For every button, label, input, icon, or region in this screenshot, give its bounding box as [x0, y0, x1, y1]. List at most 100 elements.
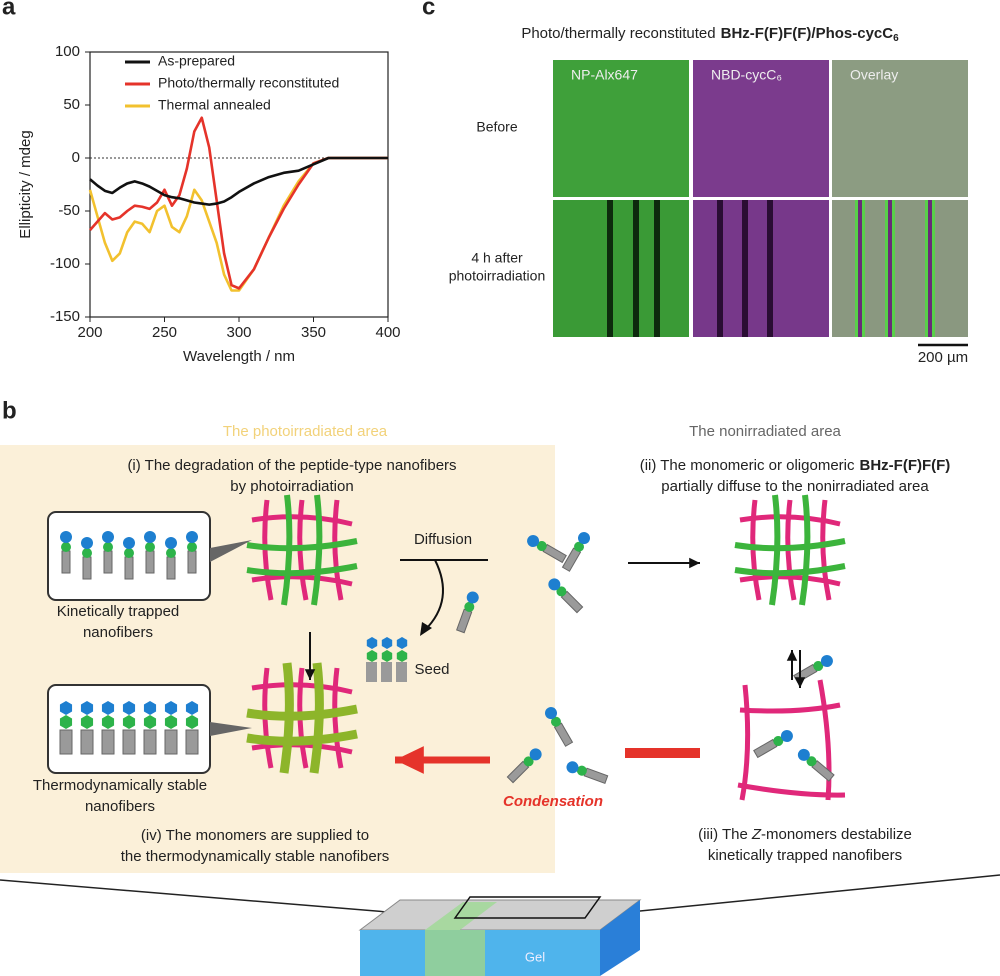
monomer: [456, 591, 479, 634]
y-tick-label: 50: [63, 96, 80, 113]
monomer-part: [578, 532, 590, 545]
row-label: photoirradiation: [449, 268, 546, 284]
micrograph: [693, 60, 829, 197]
nanofiber: [820, 499, 832, 601]
label: Seed: [414, 661, 449, 678]
monomer-part: [527, 535, 540, 547]
nanofiber: [246, 563, 358, 577]
irradiated-area: [0, 445, 555, 873]
monomer-unit: [164, 701, 178, 715]
stripe: [888, 200, 892, 337]
label: Kinetically trapped: [57, 603, 180, 620]
monomer-part: [576, 765, 587, 776]
label: The nonirradiated area: [689, 423, 841, 440]
nanofiber: [251, 514, 353, 527]
text-part: (iii) The: [698, 826, 748, 843]
label: kinetically trapped nanofibers: [708, 847, 902, 864]
monomer-part: [102, 531, 114, 543]
stripe: [607, 200, 613, 337]
photomask-frame: [453, 896, 602, 919]
label: nanofibers: [83, 624, 153, 641]
monomer-part: [381, 662, 392, 682]
monomer-unit: [80, 715, 94, 729]
series-line: [88, 156, 388, 292]
monomer-part: [61, 550, 71, 574]
label: (ii) The monomeric or oligomeric BHz-F(F)…: [640, 457, 951, 474]
monomer: [165, 537, 177, 580]
monomer-unit: [101, 715, 115, 729]
monomer: [566, 761, 609, 784]
monomer-part: [566, 761, 579, 774]
monomer-part: [103, 550, 113, 574]
arrowhead: [395, 746, 424, 774]
diffusion-curve: [424, 559, 444, 631]
nanofiber: [734, 538, 846, 552]
monomer-part: [813, 661, 824, 671]
text-part: (ii) The monomeric or oligomeric: [640, 457, 855, 474]
legend-label: As-prepared: [158, 53, 235, 69]
text-part: BHz-F(F)F(F)/Phos-cycC: [721, 25, 894, 42]
blocked-path: [625, 748, 700, 758]
nanofiber: [817, 679, 832, 801]
callout: [210, 540, 252, 562]
monomer: [186, 531, 198, 574]
series-line: [89, 116, 388, 290]
monomer-part: [806, 756, 817, 767]
nanofiber: [251, 682, 353, 695]
monomer-part: [464, 601, 475, 612]
monomer-part: [81, 537, 93, 549]
y-tick-label: 100: [55, 43, 80, 60]
label: the thermodynamically stable nanofibers: [121, 848, 389, 865]
label: (iii) The Z-monomers destabilize: [698, 826, 912, 843]
stripe: [633, 200, 639, 337]
monomer-part: [101, 729, 115, 755]
label: Condensation: [503, 793, 603, 810]
nanofiber: [246, 704, 358, 721]
monomer-part: [166, 548, 176, 558]
y-tick-label: -100: [50, 255, 80, 272]
monomer-part: [548, 578, 561, 591]
nanofiber: [246, 729, 358, 746]
x-tick-label: 300: [226, 324, 251, 341]
monomer-unit: [143, 715, 157, 729]
monomer-part: [366, 662, 377, 682]
micrograph: [832, 200, 968, 337]
micrograph: [553, 60, 689, 197]
monomer-part: [165, 537, 177, 549]
monomer-part: [145, 542, 155, 552]
monomer: [545, 707, 574, 747]
row-label: Before: [476, 119, 517, 135]
monomer-part: [556, 586, 567, 597]
label: (i) The degradation of the peptide-type …: [127, 457, 456, 474]
monomer-part: [103, 542, 113, 552]
monomer-part: [529, 748, 542, 761]
micrograph: [693, 200, 829, 337]
x-tick-label: 400: [375, 324, 400, 341]
y-tick-label: 0: [72, 149, 80, 166]
monomer-part: [780, 730, 793, 742]
column-label: NBD-cycC₆: [711, 67, 782, 83]
monomer-part: [59, 729, 73, 755]
legend-label: Thermal annealed: [158, 97, 271, 113]
gel-top: [358, 899, 642, 931]
monomer-unit: [80, 701, 94, 715]
monomer: [102, 531, 114, 574]
nanofiber: [739, 702, 841, 714]
monomer-part: [545, 707, 557, 720]
monomer-part: [166, 556, 176, 580]
mask: [425, 902, 497, 930]
text-part: BHz-F(F)F(F): [860, 457, 951, 474]
monomer-unit: [185, 701, 199, 715]
label: by photoirradiation: [230, 478, 353, 495]
monomer-unit: [122, 715, 136, 729]
x-tick-label: 200: [77, 324, 102, 341]
monomer: [506, 748, 542, 784]
zoom-line: [0, 879, 461, 919]
stripe: [858, 200, 862, 337]
nanofiber: [739, 514, 841, 527]
monomer-part: [773, 736, 784, 746]
stripe: [767, 200, 773, 337]
text-part: 6: [893, 33, 899, 44]
monomer: [561, 532, 590, 572]
monomer-part: [396, 662, 407, 682]
